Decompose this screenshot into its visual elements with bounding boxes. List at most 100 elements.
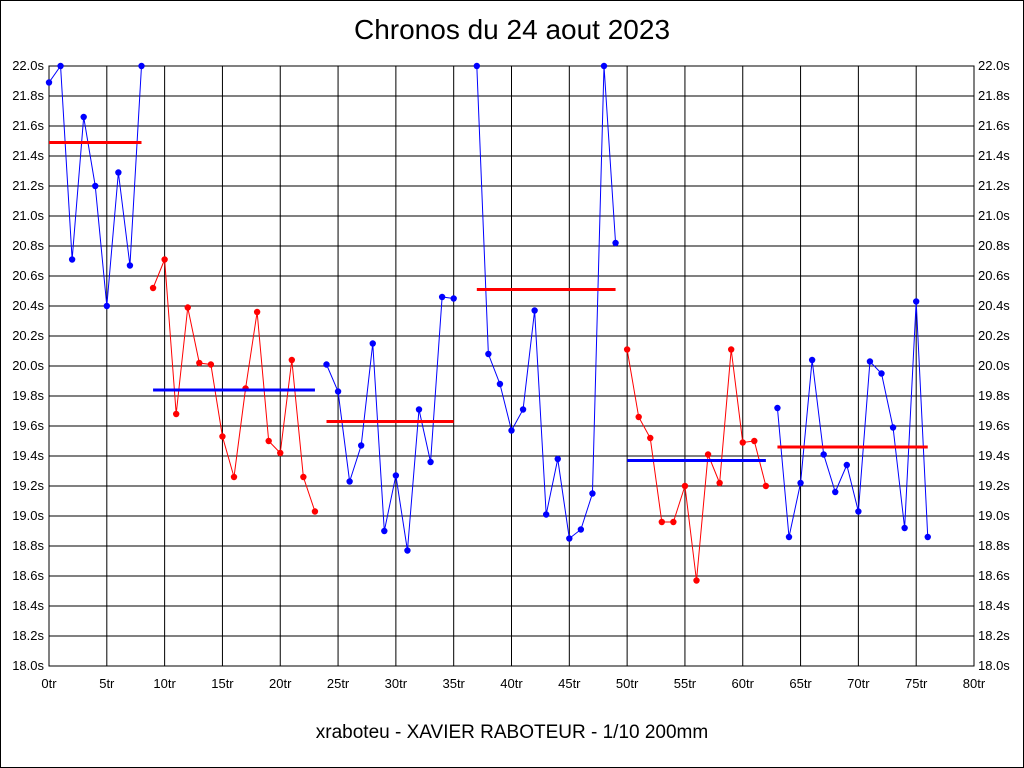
y-tick-label-right: 18.2s: [978, 628, 1010, 643]
data-point: [774, 404, 781, 412]
y-tick-label-left: 21.8s: [12, 88, 44, 103]
data-point: [357, 442, 365, 449]
series-line-2: [326, 296, 454, 551]
x-tick-label: 5tr: [99, 676, 115, 691]
x-tick-label: 75tr: [905, 676, 928, 691]
y-tick-label-left: 21.2s: [12, 178, 44, 193]
data-point: [901, 524, 908, 532]
x-tick-label: 15tr: [211, 676, 234, 691]
y-tick-label-left: 22.0s: [12, 58, 44, 73]
data-point: [681, 482, 689, 490]
data-point: [161, 256, 168, 263]
data-point: [415, 406, 423, 413]
data-point: [912, 298, 920, 305]
y-tick-label-left: 18.2s: [12, 628, 44, 643]
data-point: [138, 62, 145, 70]
data-point: [716, 479, 723, 487]
x-tick-label: 55tr: [674, 676, 697, 691]
data-point: [693, 577, 700, 584]
data-point: [762, 482, 770, 490]
data-point: [658, 518, 666, 526]
data-point: [924, 533, 931, 541]
x-tick-label: 35tr: [442, 676, 465, 691]
data-point: [739, 439, 746, 446]
data-point: [531, 307, 538, 314]
x-tick-label: 50tr: [616, 676, 639, 691]
data-point: [566, 535, 573, 542]
y-tick-label-right: 20.6s: [978, 268, 1010, 283]
data-point: [647, 434, 654, 442]
data-point: [751, 437, 758, 445]
data-point: [92, 182, 99, 190]
y-tick-label-right: 22.0s: [978, 58, 1010, 73]
data-point: [508, 427, 515, 434]
y-tick-label-left: 20.0s: [12, 358, 44, 373]
y-tick-label-right: 19.0s: [978, 508, 1010, 523]
series-line-1: [152, 259, 316, 512]
data-point: [473, 62, 481, 70]
data-point: [300, 473, 307, 481]
y-tick-label-right: 18.4s: [978, 598, 1010, 613]
y-tick-label-left: 19.4s: [12, 448, 44, 463]
y-tick-label-left: 21.0s: [12, 208, 44, 223]
x-tick-label: 65tr: [789, 676, 812, 691]
data-point: [427, 458, 434, 466]
data-point: [438, 293, 446, 301]
x-tick-label: 30tr: [385, 676, 408, 691]
y-tick-label-right: 21.6s: [978, 118, 1010, 133]
y-tick-label-left: 20.6s: [12, 268, 44, 283]
data-point: [889, 424, 897, 431]
data-point: [311, 508, 319, 515]
data-point: [346, 478, 353, 485]
data-point: [149, 284, 157, 292]
x-tick-label: 40tr: [500, 676, 523, 691]
data-point: [392, 472, 400, 479]
y-tick-label-left: 20.2s: [12, 328, 44, 343]
y-tick-label-left: 19.6s: [12, 418, 44, 433]
data-point: [80, 113, 87, 121]
data-point: [219, 433, 226, 440]
data-point: [600, 62, 608, 70]
y-tick-label-right: 19.2s: [978, 478, 1010, 493]
y-tick-label-right: 20.2s: [978, 328, 1010, 343]
data-point: [542, 511, 550, 518]
data-point: [103, 302, 111, 310]
series-line-5: [776, 301, 929, 538]
data-point: [184, 304, 191, 311]
data-point: [670, 518, 677, 526]
data-point: [577, 526, 585, 533]
y-tick-label-right: 18.0s: [978, 658, 1010, 673]
data-point: [288, 356, 296, 364]
y-tick-label-left: 19.2s: [12, 478, 44, 493]
data-point: [554, 455, 561, 463]
data-point: [878, 370, 885, 377]
y-tick-label-left: 18.6s: [12, 568, 44, 583]
data-point: [115, 169, 122, 176]
data-point: [808, 356, 816, 364]
data-point: [68, 256, 76, 263]
data-point: [172, 410, 180, 418]
data-point: [196, 359, 203, 367]
data-point: [704, 451, 712, 458]
data-point: [519, 406, 527, 413]
chart-footer: xraboteu - XAVIER RABOTEUR - 1/10 200mm: [315, 722, 709, 743]
chart-title: Chronos du 24 aout 2023: [353, 14, 671, 45]
data-point: [253, 308, 261, 316]
data-point: [485, 350, 492, 358]
data-point: [832, 488, 839, 496]
data-point: [265, 437, 272, 445]
data-point: [866, 358, 874, 365]
data-point: [785, 533, 793, 541]
x-tick-label: 70tr: [847, 676, 870, 691]
y-tick-label-left: 20.8s: [12, 238, 44, 253]
data-point: [797, 479, 804, 487]
y-tick-label-left: 18.8s: [12, 538, 44, 553]
y-tick-label-left: 18.4s: [12, 598, 44, 613]
y-tick-label-right: 19.6s: [978, 418, 1010, 433]
y-tick-label-right: 19.4s: [978, 448, 1010, 463]
data-point: [727, 346, 735, 353]
data-point: [404, 547, 411, 554]
data-point: [334, 388, 342, 395]
data-point: [496, 380, 504, 388]
x-tick-label: 0tr: [41, 676, 57, 691]
